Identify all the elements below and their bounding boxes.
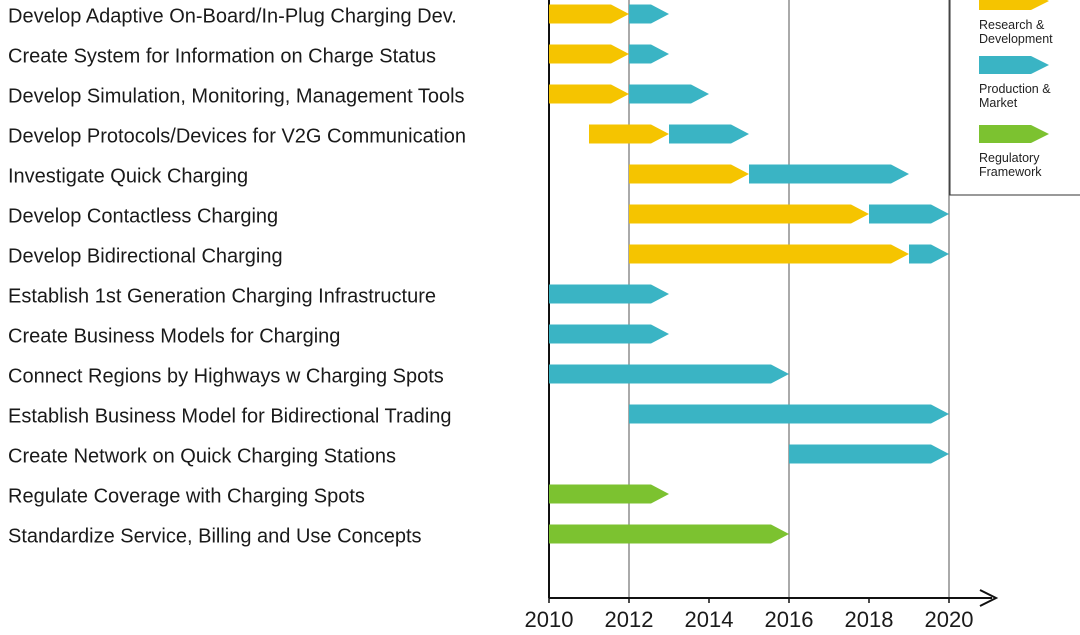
legend-swatch: [979, 0, 1049, 10]
task-bar: [589, 124, 669, 144]
task-bar: [629, 244, 909, 264]
x-tick-label: 2020: [925, 607, 974, 632]
task-label: Create Business Models for Charging: [8, 325, 340, 347]
task-bar: [629, 164, 749, 184]
task-bar: [629, 44, 669, 64]
task-bar: [549, 364, 789, 384]
task-bar: [549, 524, 789, 544]
x-tick-label: 2012: [605, 607, 654, 632]
legend-swatch: [979, 56, 1049, 74]
x-tick-label: 2014: [685, 607, 734, 632]
task-label: Develop Adaptive On-Board/In-Plug Chargi…: [8, 5, 457, 27]
x-axis-arrow: [979, 589, 999, 607]
task-label: Create System for Information on Charge …: [8, 45, 436, 67]
task-bar: [909, 244, 949, 264]
task-label: Standardize Service, Billing and Use Con…: [8, 525, 422, 547]
task-label: Develop Contactless Charging: [8, 205, 278, 227]
task-label: Establish 1st Generation Charging Infras…: [8, 285, 436, 307]
task-label: Regulate Coverage with Charging Spots: [8, 485, 365, 507]
legend-swatch: [979, 125, 1049, 143]
task-label: Create Network on Quick Charging Station…: [8, 445, 396, 467]
task-label: Investigate Quick Charging: [8, 165, 248, 187]
task-bar: [629, 84, 709, 104]
task-bar: [629, 404, 949, 424]
task-bar: [669, 124, 749, 144]
task-label: Develop Bidirectional Charging: [8, 245, 283, 267]
task-label: Establish Business Model for Bidirection…: [8, 405, 452, 427]
task-bar: [549, 324, 669, 344]
task-bar: [869, 204, 949, 224]
task-bar: [749, 164, 909, 184]
task-bar: [549, 4, 629, 24]
legend-label: Regulatory Framework: [979, 151, 1042, 179]
task-bar: [789, 444, 949, 464]
task-label: Connect Regions by Highways w Charging S…: [8, 365, 444, 387]
x-tick-label: 2018: [845, 607, 894, 632]
x-tick-label: 2010: [525, 607, 574, 632]
legend-box: [949, 0, 1080, 196]
x-tick-label: 2016: [765, 607, 814, 632]
task-label: Develop Protocols/Devices for V2G Commun…: [8, 125, 466, 147]
legend-label: Production & Market: [979, 82, 1051, 110]
task-bar: [629, 204, 869, 224]
task-bar: [549, 84, 629, 104]
task-bar: [629, 4, 669, 24]
task-bar: [549, 484, 669, 504]
task-bar: [549, 44, 629, 64]
task-label: Develop Simulation, Monitoring, Manageme…: [8, 85, 465, 107]
legend-label: Research & Development: [979, 18, 1053, 46]
task-bar: [549, 284, 669, 304]
